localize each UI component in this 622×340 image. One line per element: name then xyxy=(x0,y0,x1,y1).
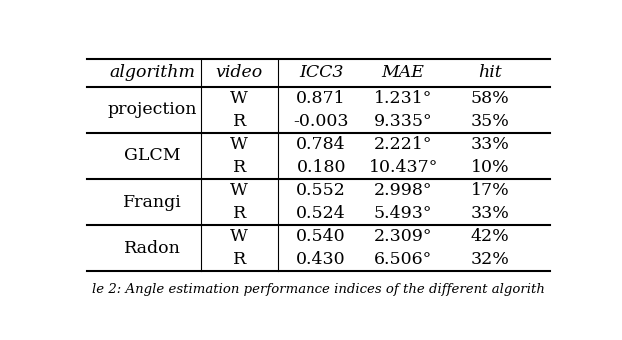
Text: 42%: 42% xyxy=(470,228,509,245)
Text: R: R xyxy=(233,113,246,130)
Text: 6.506°: 6.506° xyxy=(374,251,432,268)
Text: 33%: 33% xyxy=(470,205,509,222)
Text: le 2: Angle estimation performance indices of the different algorith: le 2: Angle estimation performance indic… xyxy=(92,283,545,296)
Text: 0.524: 0.524 xyxy=(296,205,346,222)
Text: W: W xyxy=(230,136,248,153)
Text: Frangi: Frangi xyxy=(123,193,182,210)
Text: hit: hit xyxy=(478,65,502,82)
Text: projection: projection xyxy=(108,101,197,118)
Text: 0.430: 0.430 xyxy=(296,251,346,268)
Text: 32%: 32% xyxy=(470,251,509,268)
Text: 0.540: 0.540 xyxy=(296,228,346,245)
Text: 2.221°: 2.221° xyxy=(374,136,432,153)
Text: algorithm: algorithm xyxy=(109,65,195,82)
Text: 17%: 17% xyxy=(470,182,509,199)
Text: 0.871: 0.871 xyxy=(296,90,346,107)
Text: 0.552: 0.552 xyxy=(296,182,346,199)
Text: 2.998°: 2.998° xyxy=(374,182,432,199)
Text: 9.335°: 9.335° xyxy=(374,113,432,130)
Text: 10%: 10% xyxy=(471,159,509,176)
Text: 1.231°: 1.231° xyxy=(374,90,432,107)
Text: 0.180: 0.180 xyxy=(297,159,346,176)
Text: 2.309°: 2.309° xyxy=(374,228,432,245)
Text: 58%: 58% xyxy=(470,90,509,107)
Text: video: video xyxy=(216,65,263,82)
Text: 0.784: 0.784 xyxy=(296,136,346,153)
Text: GLCM: GLCM xyxy=(124,148,181,165)
Text: R: R xyxy=(233,159,246,176)
Text: -0.003: -0.003 xyxy=(294,113,349,130)
Text: Radon: Radon xyxy=(124,240,181,257)
Text: W: W xyxy=(230,228,248,245)
Text: ICC3: ICC3 xyxy=(299,65,343,82)
Text: 5.493°: 5.493° xyxy=(374,205,432,222)
Text: W: W xyxy=(230,182,248,199)
Text: W: W xyxy=(230,90,248,107)
Text: MAE: MAE xyxy=(382,65,425,82)
Text: R: R xyxy=(233,205,246,222)
Text: 35%: 35% xyxy=(470,113,509,130)
Text: R: R xyxy=(233,251,246,268)
Text: 33%: 33% xyxy=(470,136,509,153)
Text: 10.437°: 10.437° xyxy=(368,159,438,176)
